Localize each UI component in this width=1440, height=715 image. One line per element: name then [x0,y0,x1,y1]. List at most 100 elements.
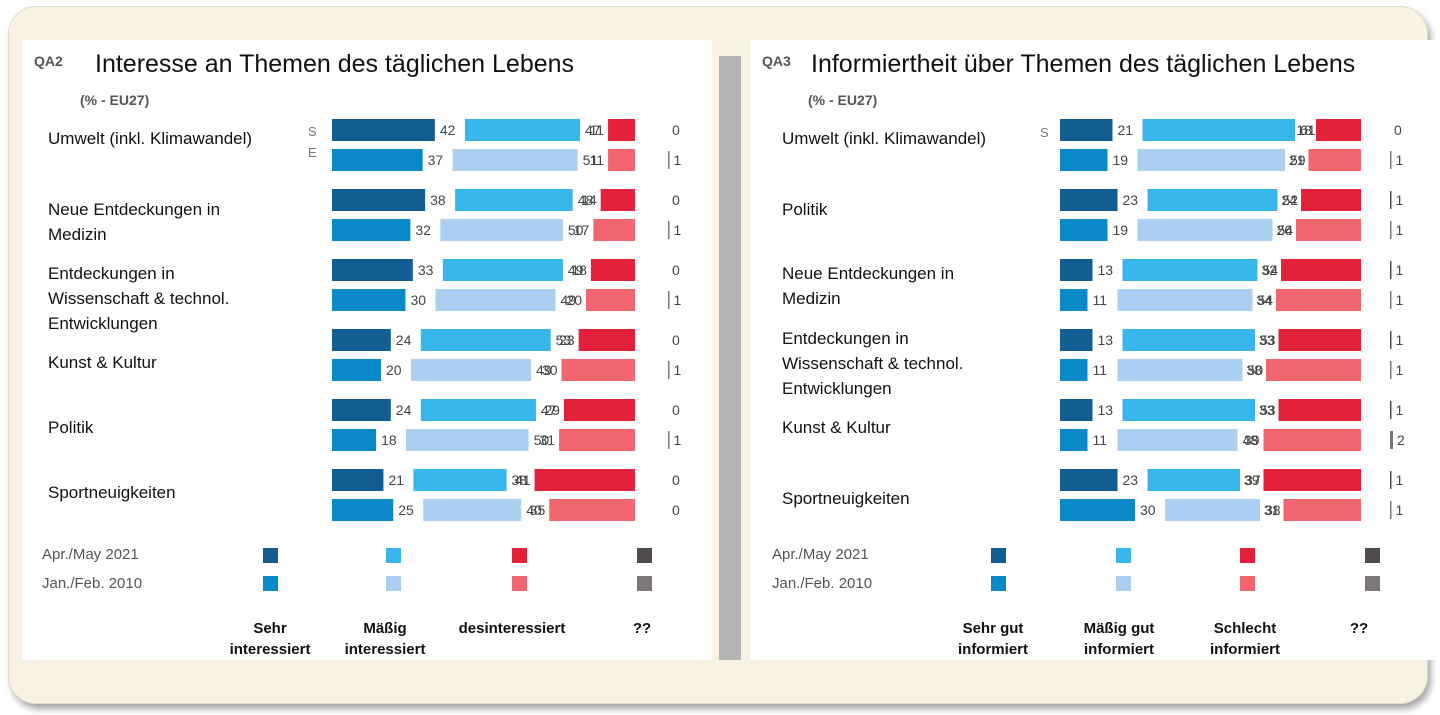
bar-moderate [1122,329,1255,351]
value-label-very: 13 [1098,332,1114,348]
bar-very [1060,429,1088,451]
legend-swatch [1116,548,1131,563]
legend-swatch [386,548,401,563]
question-code: QA3 [762,53,791,69]
value-label-moderate: 51 [583,152,599,168]
value-label-dont-know: 1 [1396,292,1404,308]
bar-low [559,429,635,451]
value-label-moderate: 38 [1265,502,1281,518]
bar-very [332,149,423,171]
bar-dont-know [668,291,670,309]
value-label-dont-know: 0 [672,332,680,348]
bar-dont-know [1390,221,1392,239]
bar-moderate [1137,149,1285,171]
value-label-very: 24 [396,332,412,348]
bar-very [332,189,426,211]
value-label-moderate: 50 [534,432,550,448]
bar-low [1276,289,1361,311]
value-label-low: 38 [1246,362,1262,378]
clipped-text-fragment: E [308,145,317,160]
clipped-text-fragment: S [1040,125,1049,140]
value-label-very: 30 [411,292,427,308]
value-label-very: 33 [418,262,434,278]
bar-low [590,259,635,281]
category-label: Sportneuigkeiten [782,489,910,508]
bar-low [1316,119,1361,141]
bar-moderate [423,499,522,521]
value-label-dont-know: 1 [1396,222,1404,238]
bar-dont-know [1390,431,1393,449]
value-label-low: 41 [515,472,531,488]
legend-period-2010: Jan./Feb. 2010 [772,575,873,592]
value-label-very: 24 [396,402,412,418]
bar-very [332,499,394,521]
value-label-very: 23 [1123,472,1139,488]
bar-very [1060,189,1118,211]
bar-moderate [442,259,563,281]
category-label: Umwelt (inkl. Klimawandel) [782,129,987,148]
legend-swatch [512,548,527,563]
value-label-moderate: 38 [512,472,528,488]
value-label-low: 39 [1244,472,1260,488]
legend-swatch [1240,576,1255,591]
bar-moderate [464,119,581,141]
bar-moderate [420,329,551,351]
value-label-dont-know: 1 [1396,472,1404,488]
category-label: Umwelt (inkl. Klimawandel) [48,129,253,148]
bar-very [1060,289,1088,311]
bar-dont-know [1390,361,1392,379]
value-label-very: 21 [388,472,404,488]
value-label-low: 35 [530,502,546,518]
bar-dont-know [1390,191,1392,209]
bar-moderate [406,429,529,451]
bar-low [1281,259,1361,281]
bar-dont-know [1390,401,1392,419]
value-label-dont-know: 1 [1396,332,1404,348]
bar-moderate [1117,429,1238,451]
bar-very [1060,259,1093,281]
bar-moderate [1137,219,1273,241]
legend-response-label: Schlecht informiert [1209,620,1280,658]
value-label-moderate: 47 [585,122,601,138]
value-label-low: 24 [1281,192,1297,208]
value-label-low: 14 [581,192,597,208]
category-label: Kunst & Kultur [48,353,157,372]
bar-moderate [1117,359,1243,381]
bar-very [332,359,381,381]
bar-very [1060,329,1093,351]
bar-dont-know [668,151,670,169]
bar-very [1060,119,1113,141]
value-label-moderate: 37 [1245,472,1261,488]
legend-swatch [1365,548,1380,563]
value-label-dont-know: 0 [672,122,680,138]
bar-very [332,329,391,351]
value-label-low: 26 [1276,222,1292,238]
bar-moderate [1117,289,1253,311]
bar-low [1263,469,1361,491]
value-label-low: 21 [1289,152,1305,168]
value-label-dont-know: 1 [674,222,682,238]
legend-period-2021: Apr./May 2021 [772,546,869,563]
value-label-moderate: 50 [1248,362,1264,378]
bar-low [1308,149,1361,171]
bar-moderate [413,469,507,491]
bar-dont-know [1390,261,1392,279]
bar-dont-know [668,431,670,449]
legend-swatch [263,576,278,591]
value-label-low: 33 [1259,332,1275,348]
value-label-very: 23 [1123,192,1139,208]
bar-very [1060,149,1108,171]
value-label-moderate: 49 [568,262,584,278]
value-label-dont-know: 1 [1396,192,1404,208]
value-label-low: 32 [1261,262,1277,278]
value-label-very: 11 [1093,362,1108,378]
value-label-dont-know: 1 [1396,362,1404,378]
value-label-moderate: 47 [541,402,557,418]
bar-low [1278,399,1361,421]
value-label-moderate: 40 [526,502,542,518]
legend-response-label: Mäßig interessiert [344,620,426,658]
value-label-dont-know: 1 [1396,502,1404,518]
category-label: Politik [782,200,828,219]
value-label-dont-know: 1 [1396,152,1404,168]
